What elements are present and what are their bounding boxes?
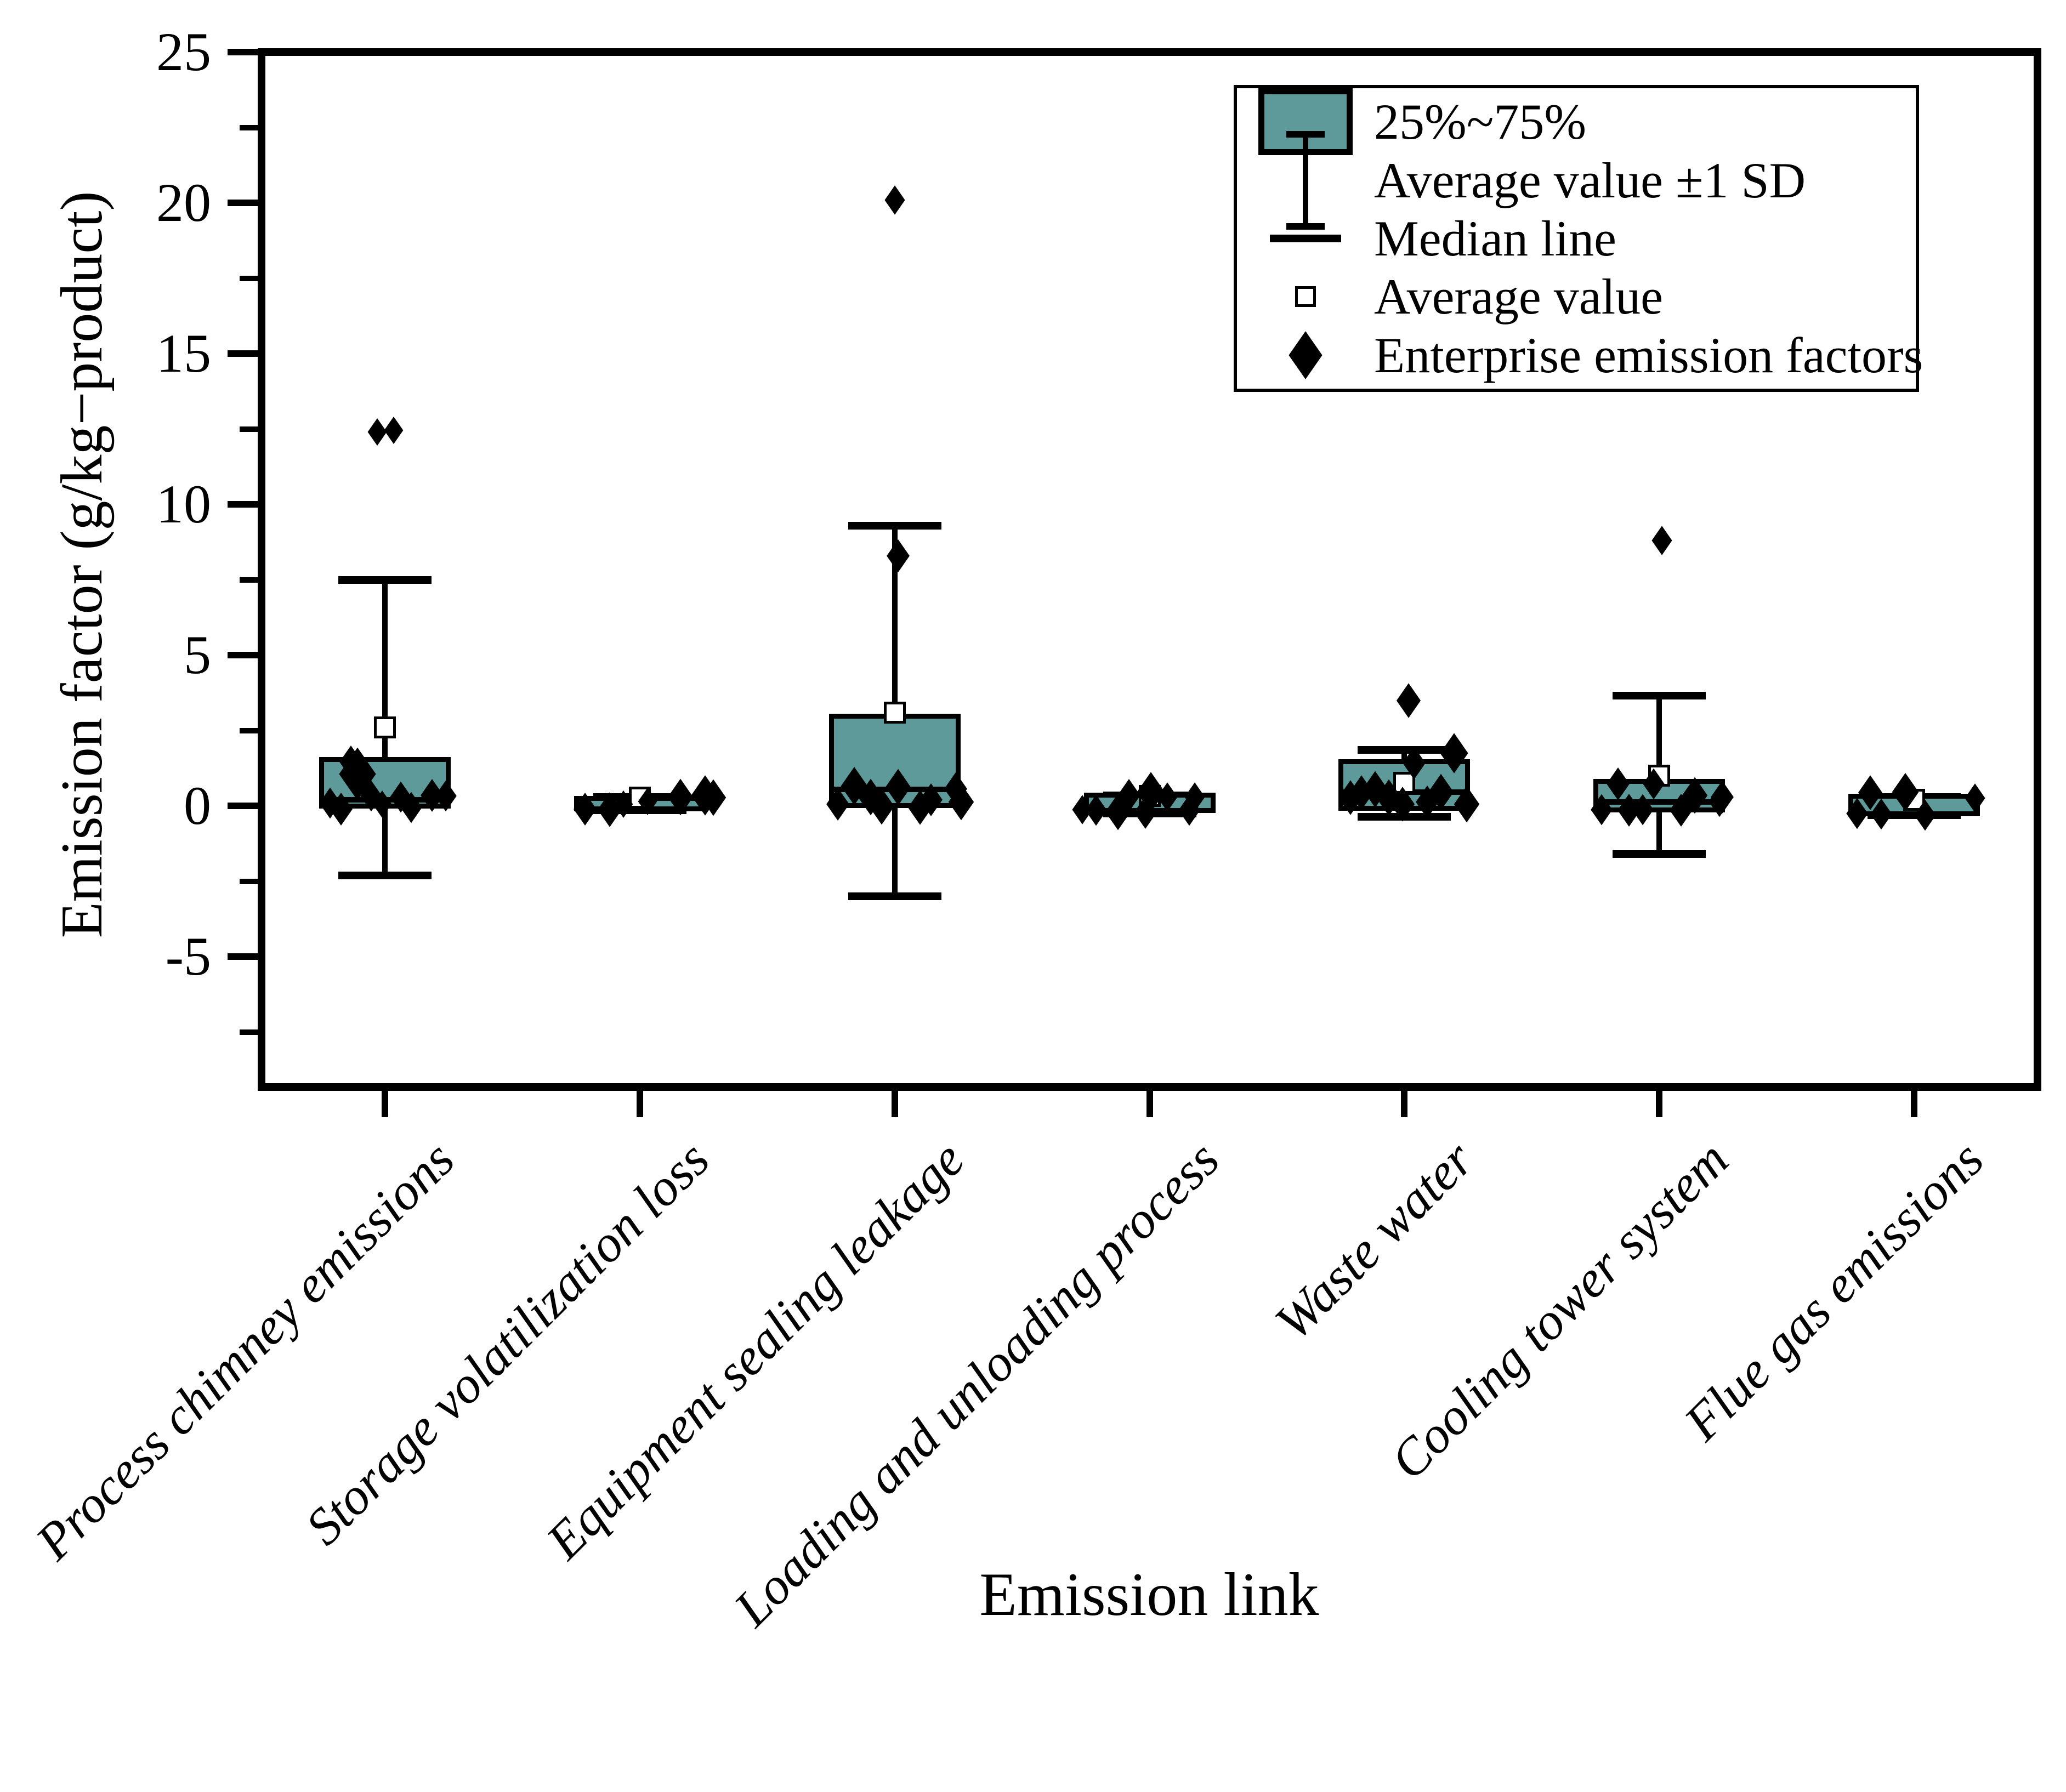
y-tick-label: 10	[156, 474, 211, 534]
outlier-diamond	[884, 185, 905, 215]
legend-item-sd: Average value ±1 SD	[1237, 130, 1916, 230]
y-major-tick	[228, 953, 258, 960]
y-minor-tick	[240, 1029, 258, 1035]
y-minor-tick	[240, 426, 258, 432]
data-point-diamond	[886, 539, 910, 572]
y-major-tick	[228, 49, 258, 55]
error-bar-icon	[1284, 130, 1327, 230]
legend-label: Enterprise emission factors	[1374, 327, 1923, 383]
y-major-tick	[228, 501, 258, 508]
y-major-tick	[228, 652, 258, 658]
legend-item-average: Average value	[1237, 268, 1916, 325]
outlier-diamond	[1397, 682, 1421, 718]
legend: 25%~75% Average value ±1 SD Median line …	[1234, 85, 1923, 392]
median-line	[1598, 799, 1720, 805]
y-minor-tick	[240, 878, 258, 884]
outlier-diamond	[384, 417, 404, 445]
whisker-cap-top	[848, 521, 941, 530]
average-marker	[374, 716, 396, 738]
whisker-cap-bottom	[1612, 850, 1706, 858]
y-tick-label: 20	[156, 172, 211, 233]
open-square-icon	[1295, 286, 1316, 308]
whisker-cap-top	[338, 576, 432, 584]
y-minor-tick	[240, 275, 258, 281]
whisker-cap-top	[1358, 746, 1451, 754]
plot-marks-layer: 25 20 15 10 5 0 -5 Process chimney emissions Sto…	[25, 21, 1994, 1637]
average-marker	[883, 701, 906, 724]
legend-label: Average value	[1374, 269, 1663, 325]
x-axis-title: Emission link	[979, 1561, 1319, 1629]
y-major-tick	[228, 350, 258, 357]
legend-label: Median line	[1374, 210, 1616, 266]
x-category-tick	[1655, 1091, 1662, 1117]
x-category-tick	[637, 1091, 644, 1117]
legend-label: 25%~75%	[1374, 94, 1587, 150]
y-major-tick	[228, 803, 258, 809]
y-tick-label: -5	[165, 926, 211, 987]
x-category-tick	[891, 1091, 898, 1117]
x-category-tick	[382, 1091, 389, 1117]
y-minor-tick	[240, 577, 258, 583]
legend-item-enterprise: Enterprise emission factors	[1237, 327, 1923, 384]
whisker-cap-bottom	[848, 892, 941, 900]
outlier-diamond	[367, 418, 387, 446]
y-major-tick	[228, 200, 258, 206]
x-category-tick	[1401, 1091, 1408, 1117]
median-line-icon	[1270, 234, 1341, 242]
legend-label: Average value ±1 SD	[1374, 152, 1806, 208]
outlier-diamond	[1651, 526, 1672, 555]
y-tick-label: 15	[156, 323, 211, 384]
boxplot-figure: 25 20 15 10 5 0 -5 Process chimney emissions Sto…	[24, 21, 2041, 1637]
filled-diamond-icon	[1289, 331, 1323, 379]
legend-item-median: Median line	[1237, 210, 1916, 267]
whisker-cap-top	[1612, 692, 1706, 700]
whisker-cap-bottom	[338, 871, 432, 879]
y-minor-tick	[240, 124, 258, 130]
y-tick-label: 0	[184, 775, 211, 836]
y-minor-tick	[240, 727, 258, 733]
y-axis-title: Emission factor (g/kg−product)	[49, 191, 115, 938]
y-tick-label: 5	[184, 624, 211, 685]
x-category-tick	[1146, 1091, 1153, 1117]
x-category-tick	[1910, 1091, 1917, 1117]
y-tick-label: 25	[156, 21, 211, 82]
legend-item-iqr: 25%~75%	[1237, 88, 1916, 156]
